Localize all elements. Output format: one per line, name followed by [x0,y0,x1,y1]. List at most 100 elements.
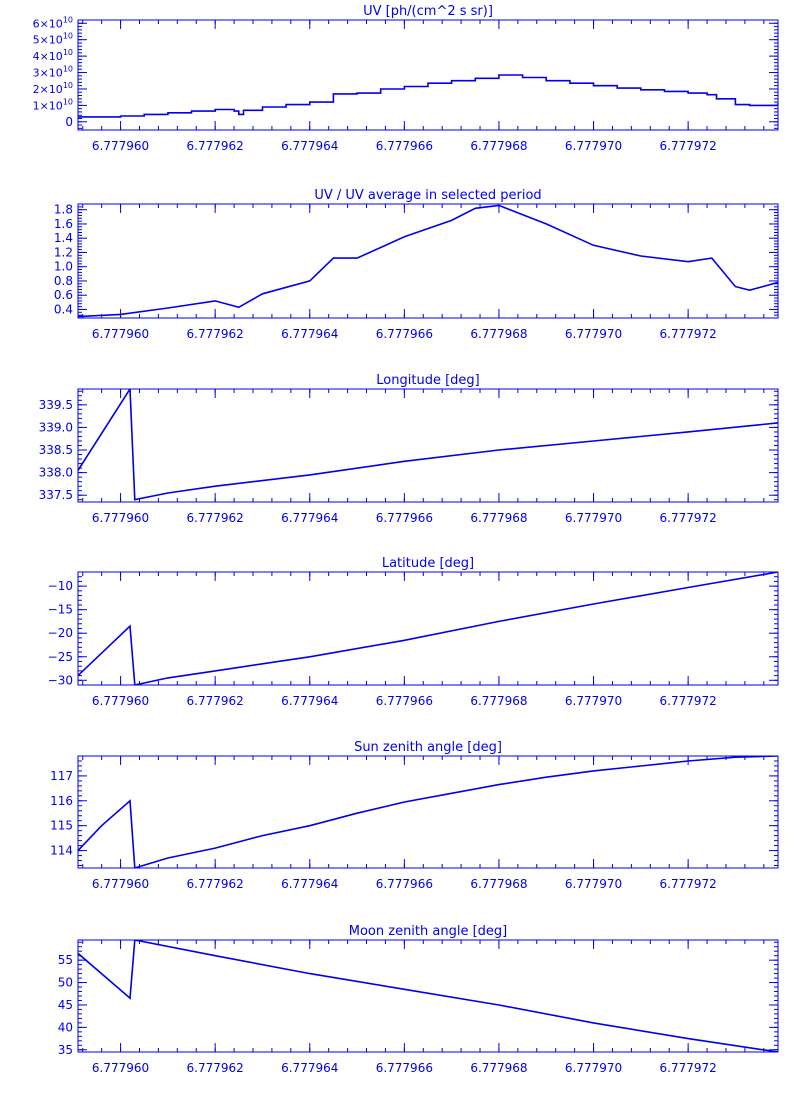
y-tick-label: 55 [58,953,73,967]
x-tick-label: 6.777966 [376,139,433,153]
y-tick-label: 338.5 [39,443,73,457]
y-tick-label: 40 [58,1020,73,1034]
x-tick-label: 6.777960 [92,694,149,708]
plot-panel-6: Moon zenith angle [deg] 6.777960 6.777962 6… [58,924,779,1075]
x-tick-label: 6.777972 [660,877,717,891]
x-tick-label: 6.777972 [660,694,717,708]
x-tick-label: 6.777968 [470,694,527,708]
x-tick-label: 6.777972 [660,511,717,525]
y-tick-label: 0 [65,115,73,129]
y-tick-label: 35 [58,1043,73,1057]
plot-title: UV / UV average in selected period [314,188,541,203]
y-tick-label: 1.8 [54,203,73,217]
y-tick-label: 117 [50,769,73,783]
y-tick-label: 5×1010 [33,32,73,47]
y-tick-label: 1.4 [54,231,73,245]
x-tick-label: 6.777966 [376,511,433,525]
x-tick-label: 6.777966 [376,327,433,341]
data-line [78,389,778,501]
x-tick-label: 6.777968 [470,877,527,891]
plot-panel-5: Sun zenith angle [deg] 6.777960 6.777962 6.… [50,740,779,891]
x-tick-label: 6.777970 [565,511,622,525]
plot-title: Latitude [deg] [382,556,474,571]
x-tick-label: 6.777964 [281,327,338,341]
x-tick-label: 6.777972 [660,139,717,153]
x-tick-label: 6.777962 [187,327,244,341]
x-tick-label: 6.777962 [187,511,244,525]
y-tick-label: 2×1010 [33,81,73,96]
plot-frame [77,203,779,319]
y-tick-label: 339.0 [39,420,73,434]
x-tick-label: 6.777964 [281,139,338,153]
x-tick-label: 6.777960 [92,877,149,891]
y-tick-label: −10 [48,579,73,593]
plot-frame [77,388,779,503]
x-tick-label: 6.777966 [376,877,433,891]
y-tick-label: 6×1010 [33,15,73,30]
x-tick-label: 6.777970 [565,1061,622,1075]
x-tick-label: 6.777970 [565,877,622,891]
data-line [78,204,778,318]
x-tick-label: 6.777964 [281,511,338,525]
y-tick-label: 1.6 [54,217,73,231]
y-tick-label: −30 [48,673,73,687]
plot-frame [77,939,779,1053]
x-tick-label: 6.777966 [376,1061,433,1075]
y-tick-label: 337.5 [39,488,73,502]
y-tick-label: 4×1010 [33,48,73,63]
plot-title: Moon zenith angle [deg] [349,924,507,939]
plot-panel-4: Latitude [deg] 6.777960 6.777962 6.777964 6.… [48,556,779,708]
plot-title: UV [ph/(cm^2 s sr)] [363,4,493,19]
x-tick-label: 6.777970 [565,694,622,708]
plot-frame [77,19,779,131]
y-tick-label: −20 [48,626,73,640]
y-tick-label: −25 [48,650,73,664]
x-tick-label: 6.777964 [281,877,338,891]
x-tick-label: 6.777962 [187,1061,244,1075]
x-tick-label: 6.777972 [660,327,717,341]
y-tick-label: 3×1010 [33,65,73,80]
y-tick-label: 0.4 [54,302,73,316]
y-tick-label: 339.5 [39,398,73,412]
plot-frame [77,571,779,686]
plot-frame [77,755,779,869]
plot-title: Sun zenith angle [deg] [354,740,502,755]
x-tick-label: 6.777970 [565,327,622,341]
y-tick-label: 50 [58,976,73,990]
data-line [78,940,778,1052]
x-tick-label: 6.777962 [187,139,244,153]
plot-panel-2: UV / UV average in selected period 6.7779… [54,188,779,341]
y-tick-label: 114 [50,844,73,858]
y-tick-label: 116 [50,794,73,808]
x-tick-label: 6.777964 [281,1061,338,1075]
y-tick-label: 338.0 [39,466,73,480]
x-tick-label: 6.777962 [187,694,244,708]
x-tick-label: 6.777972 [660,1061,717,1075]
y-tick-label: 0.6 [54,288,73,302]
y-tick-label: 115 [50,819,73,833]
plot-title: Longitude [deg] [376,373,479,388]
x-tick-label: 6.777968 [470,511,527,525]
x-tick-label: 6.777960 [92,1061,149,1075]
x-tick-label: 6.777960 [92,511,149,525]
x-tick-label: 6.777968 [470,327,527,341]
x-tick-label: 6.777962 [187,877,244,891]
x-tick-label: 6.777960 [92,327,149,341]
y-tick-label: 0.8 [54,274,73,288]
data-line [78,74,778,118]
x-tick-label: 6.777968 [470,1061,527,1075]
x-tick-label: 6.777966 [376,694,433,708]
y-tick-label: 1.0 [54,260,73,274]
y-tick-label: −15 [48,603,73,617]
plot-panel-1: UV [ph/(cm^2 s sr)] 6.777960 6.777962 6.777… [33,4,779,153]
y-tick-label: 45 [58,998,73,1012]
data-line [78,572,778,685]
x-tick-label: 6.777968 [470,139,527,153]
x-tick-label: 6.777970 [565,139,622,153]
y-tick-label: 1×1010 [33,97,73,112]
x-tick-label: 6.777960 [92,139,149,153]
plot-panel-3: Longitude [deg] 6.777960 6.777962 6.777964 6… [39,373,779,525]
data-line [78,756,778,868]
y-tick-label: 1.2 [54,245,73,259]
